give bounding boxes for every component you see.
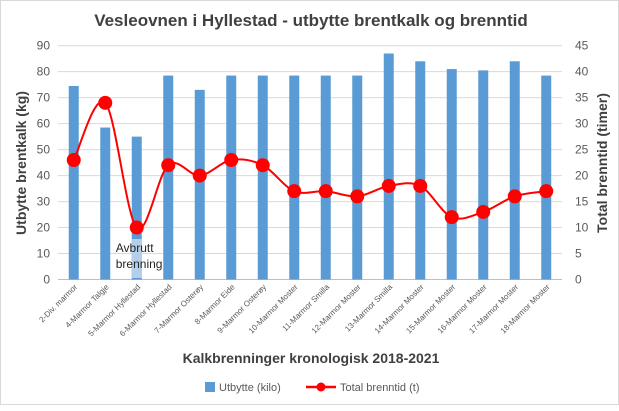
y2-tick-label: 10	[575, 221, 589, 235]
bar	[352, 75, 363, 280]
y-tick-label: 90	[37, 39, 51, 53]
line-marker	[224, 153, 239, 168]
y-tick-label: 60	[37, 117, 51, 131]
y-tick-label: 40	[37, 169, 51, 183]
y-tick-label: 20	[37, 221, 51, 235]
y2-tick-label: 20	[575, 169, 589, 183]
chart-title: Vesleovnen i Hyllestad - utbytte brentka…	[94, 11, 528, 30]
bar	[100, 127, 111, 280]
line-marker	[381, 178, 396, 193]
legend-marker-line	[316, 382, 326, 392]
bar	[509, 61, 520, 280]
y2-tick-label: 45	[575, 39, 589, 53]
legend-label-bar: Utbytte (kilo)	[219, 382, 281, 394]
y2-tick-label: 15	[575, 195, 589, 209]
line-marker	[350, 189, 365, 204]
bar	[415, 61, 426, 280]
bar	[131, 136, 142, 280]
y2-axis-label: Total brenntid (timer)	[594, 93, 610, 233]
y-axis-label: Utbytte brentkalk (kg)	[13, 91, 29, 235]
bar	[68, 85, 79, 280]
bar	[289, 75, 300, 280]
series-line	[72, 100, 547, 230]
line-marker	[539, 184, 554, 199]
bar	[226, 75, 237, 280]
bar	[257, 75, 268, 280]
bar	[194, 89, 205, 280]
bar	[446, 69, 457, 280]
y-tick-label: 70	[37, 91, 51, 105]
legend-label-line: Total brenntid (t)	[340, 382, 419, 394]
y-tick-label: 50	[37, 143, 51, 157]
bar	[163, 75, 174, 280]
y-tick-label: 30	[37, 195, 51, 209]
line-marker	[507, 189, 522, 204]
y-tick-label: 80	[37, 65, 51, 79]
line-marker	[413, 178, 428, 193]
line-marker	[129, 220, 144, 235]
line-marker	[287, 184, 302, 199]
bar	[383, 53, 394, 280]
bar	[541, 75, 552, 280]
y2-tick-label: 5	[575, 247, 582, 261]
legend: Utbytte (kilo) Total brenntid (t)	[205, 382, 419, 394]
y2-tick-label: 35	[575, 91, 589, 105]
annotation-text: brenning	[116, 257, 163, 271]
y2-tick-label: 40	[575, 65, 589, 79]
annotation-text: Avbrutt	[116, 241, 154, 255]
bar	[320, 75, 331, 280]
line-marker	[66, 153, 81, 168]
y2-tick-label: 0	[575, 273, 582, 287]
line-marker	[444, 210, 459, 225]
line-marker	[255, 158, 270, 173]
y2-tick-label: 30	[575, 117, 589, 131]
line-marker	[192, 168, 207, 183]
x-axis-label: Kalkbrenninger kronologisk 2018-2021	[183, 350, 440, 366]
y2-tick-label: 25	[575, 143, 589, 157]
bar	[478, 70, 489, 280]
legend-swatch-bar	[205, 382, 215, 392]
line-marker	[98, 95, 113, 110]
y-tick-label: 0	[43, 273, 50, 287]
annotation-box	[131, 239, 142, 278]
line-marker	[161, 158, 176, 173]
line-marker	[318, 184, 333, 199]
y-tick-label: 10	[37, 247, 51, 261]
line-marker	[476, 204, 491, 219]
